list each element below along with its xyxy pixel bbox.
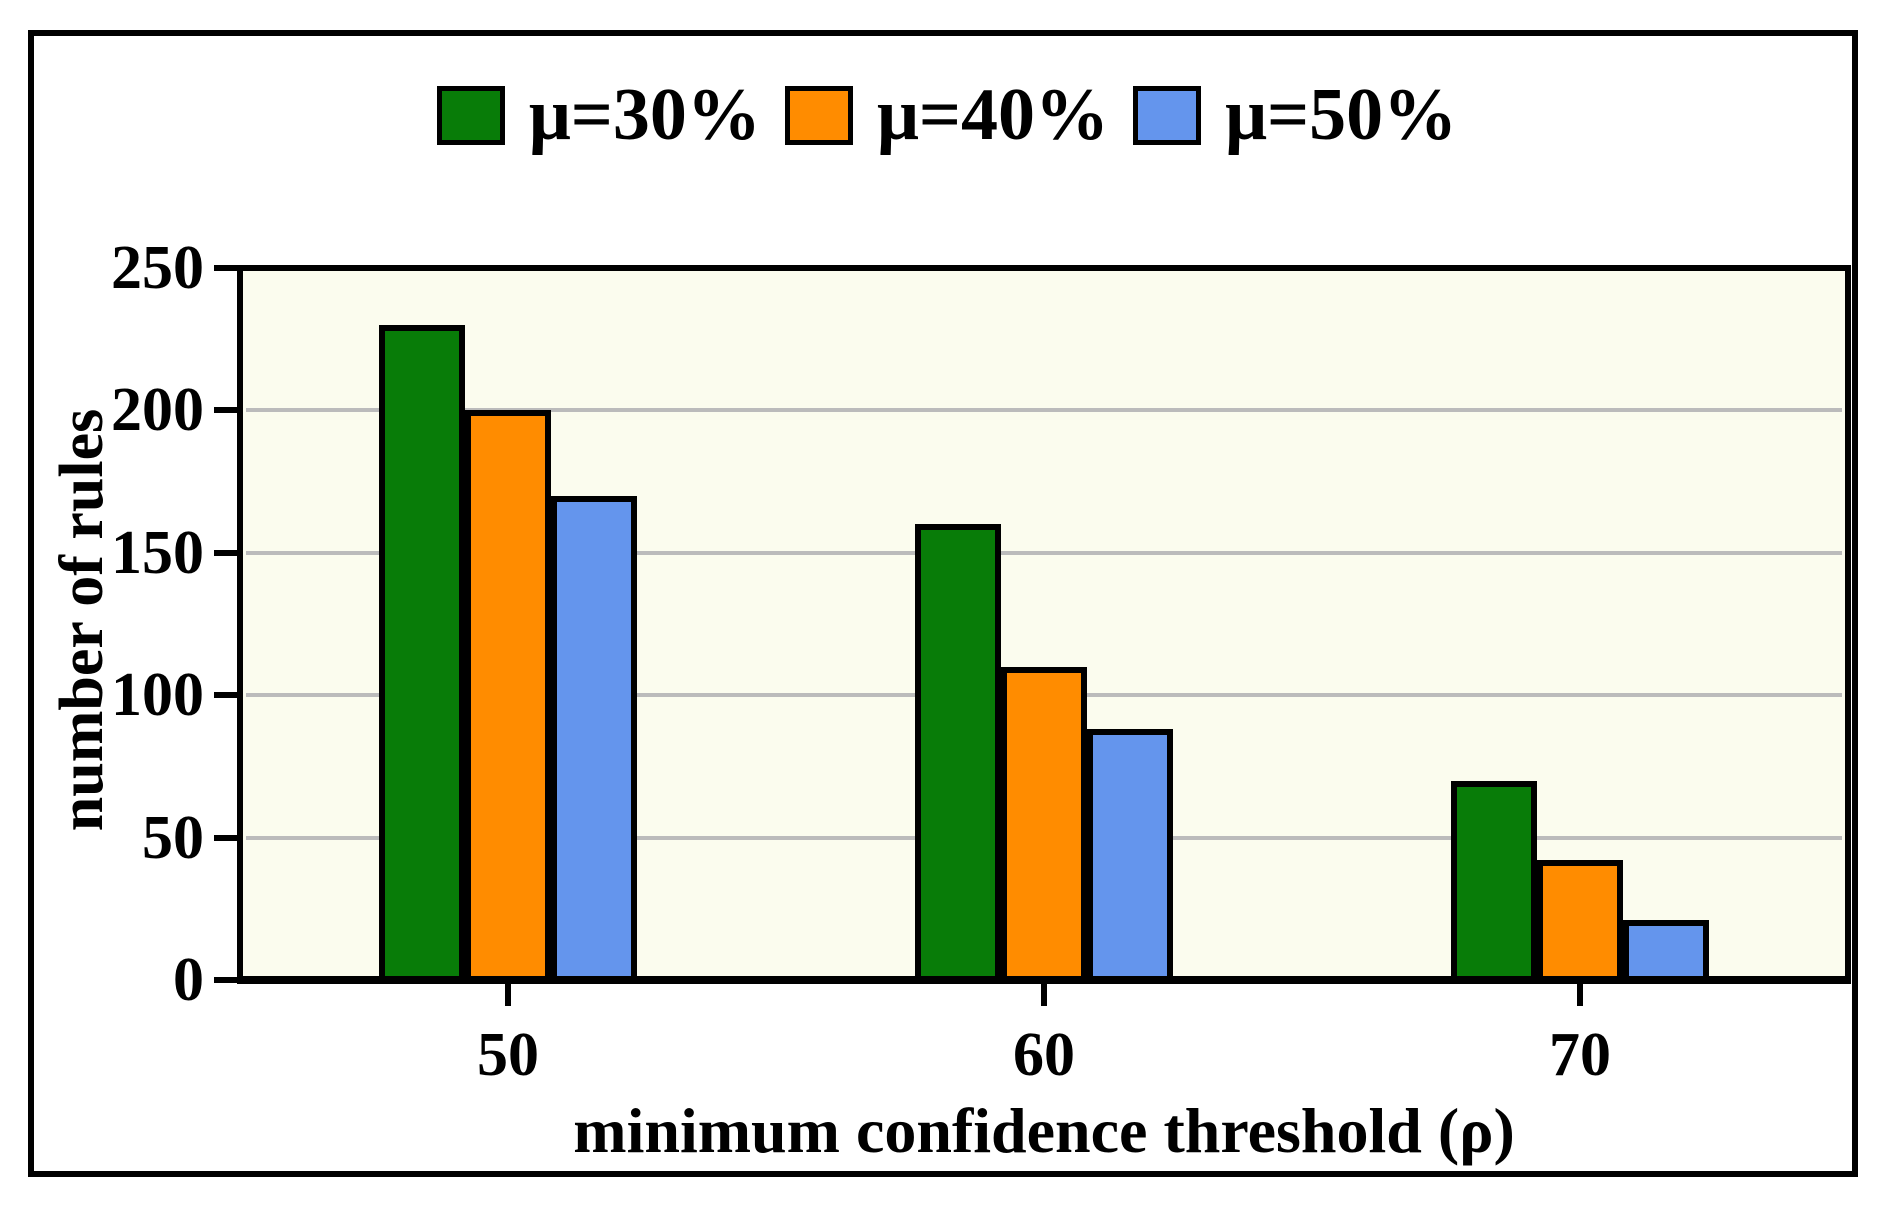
bar (1623, 920, 1709, 984)
y-axis-tick (214, 835, 240, 841)
x-axis-tick (1041, 984, 1047, 1006)
y-axis-tick (214, 265, 240, 271)
y-tick-label: 150 (111, 519, 204, 587)
y-tick-label: 200 (111, 376, 204, 444)
legend-item: μ=50% (1133, 78, 1457, 152)
y-axis-tick (214, 550, 240, 556)
x-axis-tick (1577, 984, 1583, 1006)
gridline (246, 551, 1842, 555)
x-tick-label: 70 (1549, 1021, 1611, 1089)
bar (1001, 667, 1087, 984)
x-tick-label: 60 (1013, 1021, 1075, 1089)
x-axis-line (237, 976, 1851, 984)
legend-color-swatch (436, 85, 505, 145)
legend-label: μ=40% (876, 74, 1110, 156)
x-axis-tick (505, 984, 511, 1006)
bar (465, 410, 551, 984)
bar (379, 325, 465, 984)
bar (915, 524, 1001, 984)
legend-label: μ=30% (528, 74, 761, 156)
bar (1087, 729, 1173, 984)
legend-color-swatch (784, 85, 853, 145)
gridline (246, 408, 1842, 412)
bar (551, 496, 637, 984)
y-axis-tick (214, 407, 240, 413)
y-tick-label: 0 (173, 946, 204, 1014)
legend-label: μ=50% (1225, 74, 1458, 156)
bar (1451, 781, 1537, 984)
y-tick-label: 50 (142, 804, 204, 872)
y-tick-label: 100 (111, 661, 204, 729)
x-axis-title: minimum confidence threshold (ρ) (573, 1095, 1515, 1166)
x-tick-label: 50 (477, 1021, 539, 1089)
y-axis-tick (214, 692, 240, 698)
legend-item: μ=40% (784, 74, 1110, 156)
legend: μ=30% μ=40% μ=50% (0, 78, 1894, 152)
legend-item: μ=30% (436, 74, 761, 156)
legend-color-swatch (1133, 85, 1202, 145)
y-axis-tick (214, 977, 240, 983)
bar (1537, 860, 1623, 984)
y-tick-label: 250 (111, 234, 204, 302)
